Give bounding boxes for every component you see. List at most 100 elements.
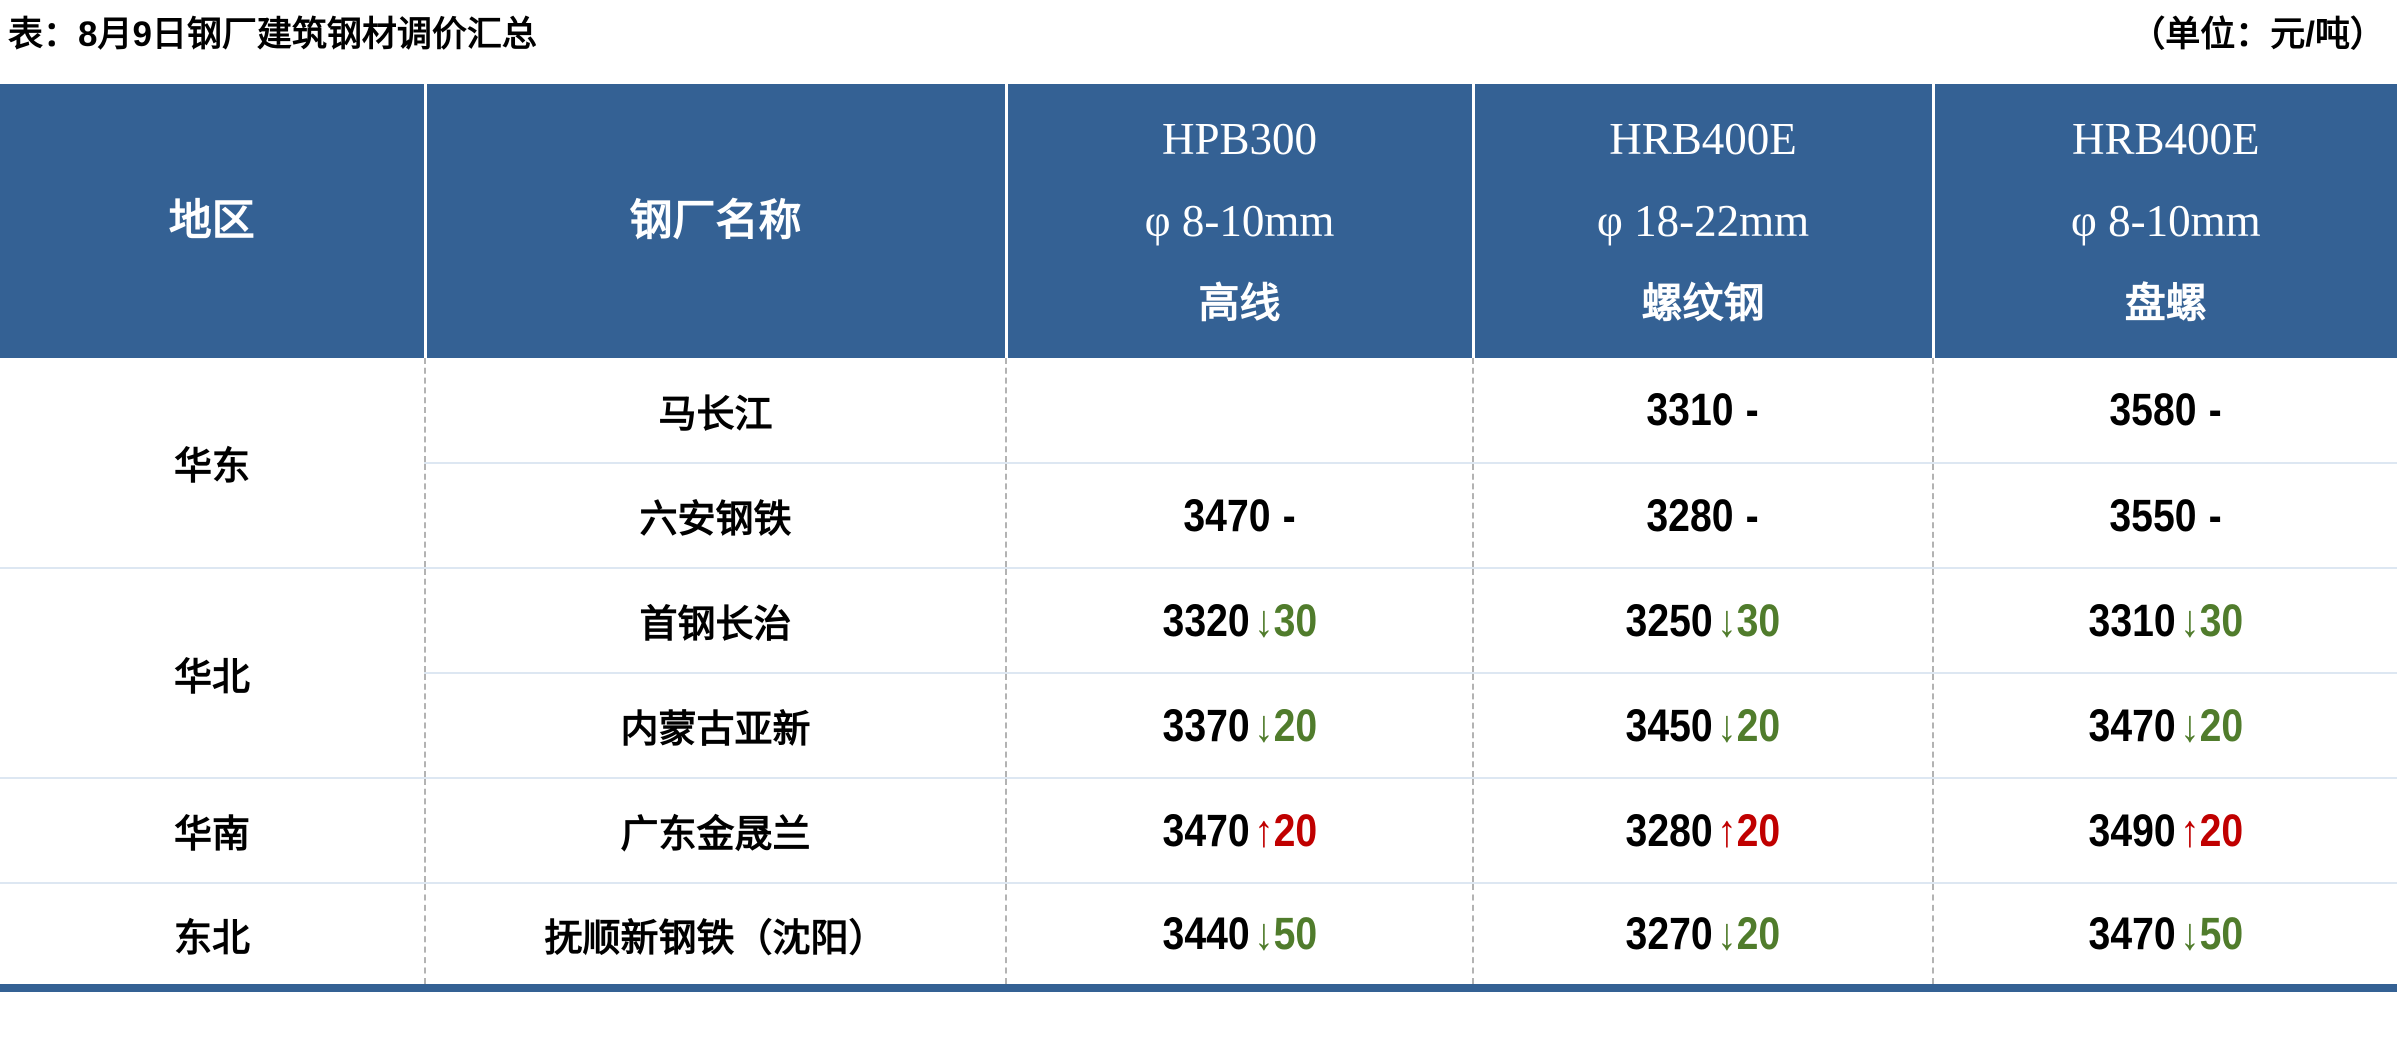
price-value: 3250 (1625, 594, 1713, 646)
price-delta: - (2208, 489, 2222, 541)
table-row: 六安钢铁 3470- 3280- 3550- (0, 462, 2397, 568)
region-cell-dongbei: 东北 (0, 882, 425, 988)
price-cell-hrb400e-8-10: 3310↓30 (1932, 567, 2397, 673)
mill-cell: 首钢长治 (424, 567, 1006, 673)
price-cell-hrb400e-18-22: 3280↑20 (1472, 777, 1933, 883)
price-delta-down: ↓30 (2179, 594, 2243, 646)
header-cell-hpb300: HPB300 φ 8-10mm 高线 (1004, 84, 1473, 358)
price-cell-hpb300: 3470↑20 (1005, 777, 1473, 883)
header-region-label: 地区 (168, 197, 255, 245)
header-hpb300-product: 高线 (1198, 280, 1281, 326)
price-value: 3470 (1162, 804, 1250, 856)
price-value: 3280 (1646, 489, 1734, 541)
price-cell-hrb400e-8-10: 3470↓50 (1932, 882, 2397, 988)
price-value: 3270 (1625, 908, 1713, 959)
table-row: 华南 广东金晟兰 3470↑20 3280↑20 3490↑20 (0, 777, 2397, 883)
header-cell-hrb400e-8-10: HRB400E φ 8-10mm 盘螺 (1931, 84, 2397, 358)
table-row: 内蒙古亚新 3370↓20 3450↓20 3470↓20 (0, 672, 2397, 778)
header-hpb300-grade: HPB300 (1161, 114, 1318, 164)
header-hrb400e-8-10-grade: HRB400E (2071, 114, 2260, 164)
mill-label: 马长江 (658, 393, 773, 436)
price-delta-down: ↓30 (1717, 594, 1781, 646)
price-cell-hpb300: 3440↓50 (1005, 882, 1473, 988)
header-row: 地区 钢厂名称 HPB300 φ 8-10mm 高线 HRB400E φ 18-… (0, 84, 2397, 358)
price-delta-down: ↓20 (2179, 699, 2243, 751)
mill-cell: 广东金晟兰 (424, 777, 1006, 883)
price-cell-hrb400e-18-22: 3250↓30 (1472, 567, 1933, 673)
region-label: 华北 (173, 656, 250, 699)
price-value: 3490 (2088, 804, 2176, 856)
header-cell-mill: 钢厂名称 (423, 84, 1006, 358)
price-value: 3470 (2088, 908, 2176, 959)
mill-label: 抚顺新钢铁（沈阳） (544, 917, 887, 960)
header-hrb400e-18-22-size: φ 18-22mm (1596, 196, 1810, 246)
price-value: 3310 (1646, 384, 1734, 435)
price-cell-hpb300 (1005, 358, 1473, 463)
mill-label: 六安钢铁 (639, 499, 792, 541)
price-delta-down: ↓50 (2179, 908, 2243, 959)
price-delta: - (1282, 489, 1296, 541)
region-label: 华南 (173, 814, 250, 856)
price-cell-hrb400e-18-22: 3310- (1472, 358, 1933, 463)
region-label: 华东 (173, 446, 250, 488)
price-value: 3450 (1625, 699, 1713, 751)
price-delta-down: ↓30 (1253, 594, 1317, 646)
mill-cell: 六安钢铁 (424, 462, 1006, 568)
price-cell-hrb400e-18-22: 3280- (1472, 462, 1933, 568)
price-delta-up: ↑20 (2179, 804, 2243, 856)
header-hpb300-size: φ 8-10mm (1144, 196, 1335, 246)
price-delta-down: ↓50 (1253, 908, 1317, 959)
price-delta-down: ↓20 (1253, 699, 1317, 751)
price-cell-hpb300: 3320↓30 (1005, 567, 1473, 673)
price-delta-down: ↓20 (1717, 699, 1781, 751)
region-label: 东北 (173, 917, 250, 960)
mill-cell: 马长江 (424, 358, 1006, 463)
price-cell-hrb400e-8-10: 3550- (1932, 462, 2397, 568)
table-row: 东北 抚顺新钢铁（沈阳） 3440↓50 3270↓20 3470↓50 (0, 882, 2397, 988)
price-cell-hpb300: 3470- (1005, 462, 1473, 568)
header-cell-region: 地区 (0, 84, 425, 358)
price-value: 3320 (1162, 594, 1250, 646)
steel-price-table: 地区 钢厂名称 HPB300 φ 8-10mm 高线 HRB400E φ 18-… (0, 84, 2397, 992)
title-bar: 表：8月9日钢厂建筑钢材调价汇总 （单位：元/吨） (0, 0, 2397, 84)
price-cell-hrb400e-8-10: 3490↑20 (1932, 777, 2397, 883)
price-cell-hrb400e-8-10: 3470↓20 (1932, 672, 2397, 778)
mill-label: 广东金晟兰 (620, 814, 811, 856)
price-cell-hrb400e-18-22: 3450↓20 (1472, 672, 1933, 778)
region-cell-huabei: 华北 (0, 567, 425, 778)
mill-label: 内蒙古亚新 (620, 709, 811, 751)
price-cell-hpb300: 3370↓20 (1005, 672, 1473, 778)
price-value: 3470 (1183, 489, 1271, 541)
page-title: 表：8月9日钢厂建筑钢材调价汇总 (8, 15, 537, 54)
region-cell-huadong: 华东 (0, 358, 425, 568)
price-delta: - (2208, 384, 2222, 435)
price-value: 3550 (2109, 489, 2197, 541)
header-mill-label: 钢厂名称 (629, 197, 802, 245)
price-value: 3440 (1162, 908, 1250, 959)
header-hrb400e-18-22-grade: HRB400E (1609, 114, 1797, 164)
price-value: 3310 (2088, 594, 2176, 646)
mill-label: 首钢长治 (639, 604, 792, 646)
price-delta-up: ↑20 (1253, 804, 1317, 856)
price-delta-down: ↓20 (1717, 908, 1781, 959)
price-delta-up: ↑20 (1717, 804, 1781, 856)
region-cell-huanan: 华南 (0, 777, 425, 883)
table-row: 华东 马长江 3310- 3580- (0, 358, 2397, 568)
header-cell-hrb400e-18-22: HRB400E φ 18-22mm 螺纹钢 (1471, 84, 1933, 358)
header-hrb400e-8-10-product: 盘螺 (2124, 280, 2207, 326)
table-row: 华北 首钢长治 3320↓30 3250↓30 3310↓30 (0, 567, 2397, 778)
price-delta: - (1746, 489, 1760, 541)
table-header: 地区 钢厂名称 HPB300 φ 8-10mm 高线 HRB400E φ 18-… (0, 84, 2397, 358)
mill-cell: 内蒙古亚新 (424, 672, 1006, 778)
price-cell-hrb400e-8-10: 3580- (1932, 358, 2397, 463)
unit-note: （单位：元/吨） (2130, 15, 2385, 54)
mill-cell: 抚顺新钢铁（沈阳） (424, 882, 1006, 988)
price-value: 3470 (2088, 699, 2176, 751)
price-value: 3580 (2109, 384, 2197, 435)
price-delta: - (1746, 384, 1760, 435)
price-cell-hrb400e-18-22: 3270↓20 (1472, 882, 1933, 988)
header-hrb400e-8-10-size: φ 8-10mm (2070, 196, 2261, 246)
price-value: 3370 (1162, 699, 1250, 751)
price-value: 3280 (1625, 804, 1713, 856)
header-hrb400e-18-22-product: 螺纹钢 (1641, 280, 1765, 326)
